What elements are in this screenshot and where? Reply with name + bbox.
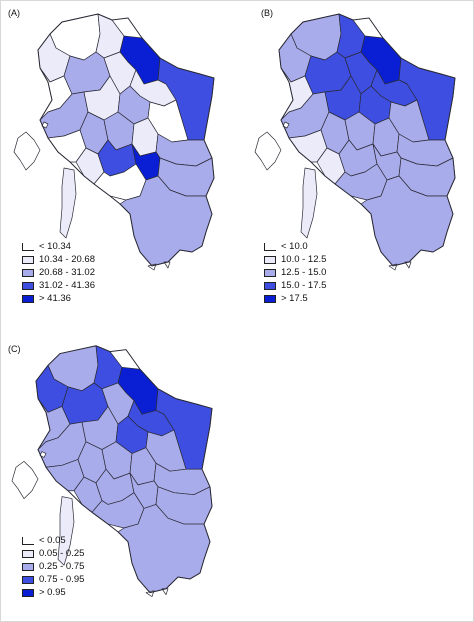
legend-label: 0.75 - 0.95: [39, 573, 85, 585]
legend-item: > 41.36: [22, 292, 95, 305]
legend-item: 0.05 - 0.25: [22, 547, 84, 560]
choropleth-map: [254, 13, 456, 271]
legend-item: > 17.5: [264, 292, 326, 305]
legend-label: 0.05 - 0.25: [39, 547, 85, 559]
coastline: [278, 13, 456, 267]
legend-swatch: [22, 281, 34, 290]
map-region-islet1: [41, 121, 49, 129]
legend-label: 10.0 - 12.5: [281, 253, 327, 265]
map-region-islandSmall: [11, 461, 39, 499]
legend-item: 15.0 - 17.5: [264, 279, 326, 292]
legend-swatch: [264, 294, 276, 303]
coastline: [37, 13, 215, 267]
map-legend: < 0.05 0.05 - 0.25 0.25 - 0.75 0.75 - 0.…: [22, 534, 84, 599]
panel-label: (C): [8, 344, 21, 354]
legend-item: 0.75 - 0.95: [22, 573, 84, 586]
legend-item: 10.34 - 20.68: [22, 253, 95, 266]
legend-item: 10.0 - 12.5: [264, 253, 326, 266]
legend-swatch: [264, 268, 276, 277]
legend-item: < 10.34: [22, 240, 95, 253]
legend-label: 10.34 - 20.68: [39, 253, 95, 265]
map-region-islandSmall: [254, 131, 282, 171]
legend-label: > 41.36: [39, 292, 71, 304]
legend-item: 20.68 - 31.02: [22, 266, 95, 279]
legend-item: > 0.95: [22, 586, 84, 599]
legend-item: 31.02 - 41.36: [22, 279, 95, 292]
legend-swatch: [22, 588, 34, 597]
panel-label: (B): [261, 8, 273, 18]
legend-label: 31.02 - 41.36: [39, 279, 95, 291]
choropleth-map: [11, 345, 213, 597]
legend-swatch: [22, 294, 34, 303]
map-regions: [11, 345, 213, 597]
map-regions: [13, 13, 215, 271]
legend-label: 15.0 - 17.5: [281, 279, 327, 291]
map-region-islandLong: [59, 167, 77, 239]
legend-swatch: [22, 268, 34, 277]
legend-item: < 0.05: [22, 534, 84, 547]
legend-item: 12.5 - 15.0: [264, 266, 326, 279]
legend-label: < 10.34: [39, 240, 71, 252]
legend-item: < 10.0: [264, 240, 326, 253]
panel-a: (A) < 10.34 10.34 - 20.68 20.68 - 31.02 …: [0, 0, 237, 310]
legend-label: < 0.05: [39, 534, 66, 546]
legend-swatch: [22, 549, 34, 558]
map-legend: < 10.0 10.0 - 12.5 12.5 - 15.0 15.0 - 17…: [264, 240, 326, 305]
legend-swatch: [22, 562, 34, 571]
legend-swatch: [22, 242, 34, 251]
panel-c: (C) < 0.05 0.05 - 0.25 0.25 - 0.75 0.75 …: [0, 310, 237, 620]
coastline: [35, 345, 213, 594]
panel-label: (A): [8, 8, 20, 18]
legend-label: 20.68 - 31.02: [39, 266, 95, 278]
legend-swatch: [264, 281, 276, 290]
legend-label: 12.5 - 15.0: [281, 266, 327, 278]
legend-label: > 0.95: [39, 586, 66, 598]
map-region-islandLong: [57, 496, 75, 566]
legend-swatch: [22, 536, 34, 545]
map-region-islandSmall: [13, 131, 41, 171]
legend-swatch: [22, 575, 34, 584]
map-region-islet1: [282, 121, 290, 129]
panel-b: (B) < 10.0 10.0 - 12.5 12.5 - 15.0 15.0 …: [237, 0, 474, 310]
legend-label: > 17.5: [281, 292, 308, 304]
legend-label: 0.25 - 0.75: [39, 560, 85, 572]
map-legend: < 10.34 10.34 - 20.68 20.68 - 31.02 31.0…: [22, 240, 95, 305]
legend-swatch: [264, 242, 276, 251]
map-region-islet1: [39, 451, 47, 458]
legend-swatch: [22, 255, 34, 264]
choropleth-map: [13, 13, 215, 271]
legend-label: < 10.0: [281, 240, 308, 252]
legend-item: 0.25 - 0.75: [22, 560, 84, 573]
map-region-islandLong: [300, 167, 318, 239]
legend-swatch: [264, 255, 276, 264]
map-regions: [254, 13, 456, 271]
